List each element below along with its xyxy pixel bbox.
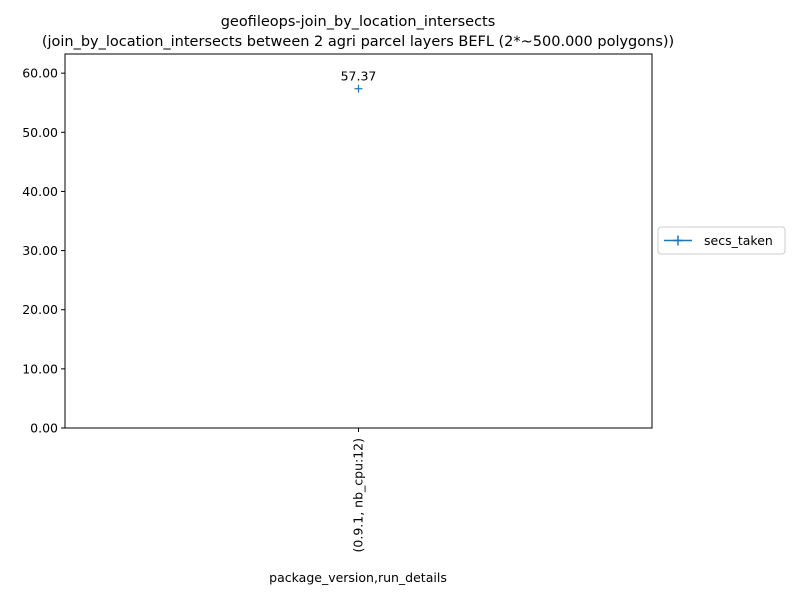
plot-area-frame	[64, 53, 653, 429]
data-label: 57.37	[341, 69, 377, 84]
legend-frame	[657, 226, 786, 255]
series-layer	[354, 84, 363, 93]
data-point	[354, 84, 363, 93]
x-tick-label: (0.9.1, nb_cpu:12)	[351, 438, 366, 552]
chart-title: geofileops-join_by_location_intersects	[221, 14, 496, 30]
chart-subtitle: (join_by_location_intersects between 2 a…	[42, 34, 674, 50]
y-tick-label: 40.00	[22, 184, 58, 199]
y-tick-label: 60.00	[22, 66, 58, 81]
y-tick-label: 0.00	[30, 421, 58, 436]
y-tick-label: 20.00	[22, 302, 58, 317]
legend: secs_taken	[657, 226, 786, 255]
x-axis-label: package_version,run_details	[269, 570, 447, 585]
legend-entry-secs-taken: secs_taken	[704, 233, 773, 248]
y-axis: 0.00 10.00 20.00 30.00 40.00 50.00 60.00	[22, 66, 65, 436]
y-tick-label: 10.00	[22, 361, 58, 376]
y-tick-label: 50.00	[22, 125, 58, 140]
x-axis: (0.9.1, nb_cpu:12)	[351, 428, 366, 552]
y-tick-label: 30.00	[22, 243, 58, 258]
data-labels-layer: 57.37	[341, 69, 377, 84]
